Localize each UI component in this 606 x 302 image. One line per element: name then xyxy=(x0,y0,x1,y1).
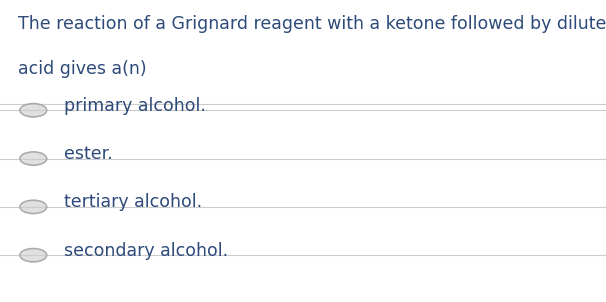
Circle shape xyxy=(21,249,45,261)
Text: acid gives a(n): acid gives a(n) xyxy=(18,60,147,79)
Text: The reaction of a Grignard reagent with a ketone followed by dilute: The reaction of a Grignard reagent with … xyxy=(18,15,606,33)
Text: tertiary alcohol.: tertiary alcohol. xyxy=(64,193,202,211)
Circle shape xyxy=(21,201,45,213)
Circle shape xyxy=(21,104,45,116)
Circle shape xyxy=(21,153,45,165)
Text: ester.: ester. xyxy=(64,145,112,163)
Text: secondary alcohol.: secondary alcohol. xyxy=(64,242,228,260)
Text: primary alcohol.: primary alcohol. xyxy=(64,97,205,115)
